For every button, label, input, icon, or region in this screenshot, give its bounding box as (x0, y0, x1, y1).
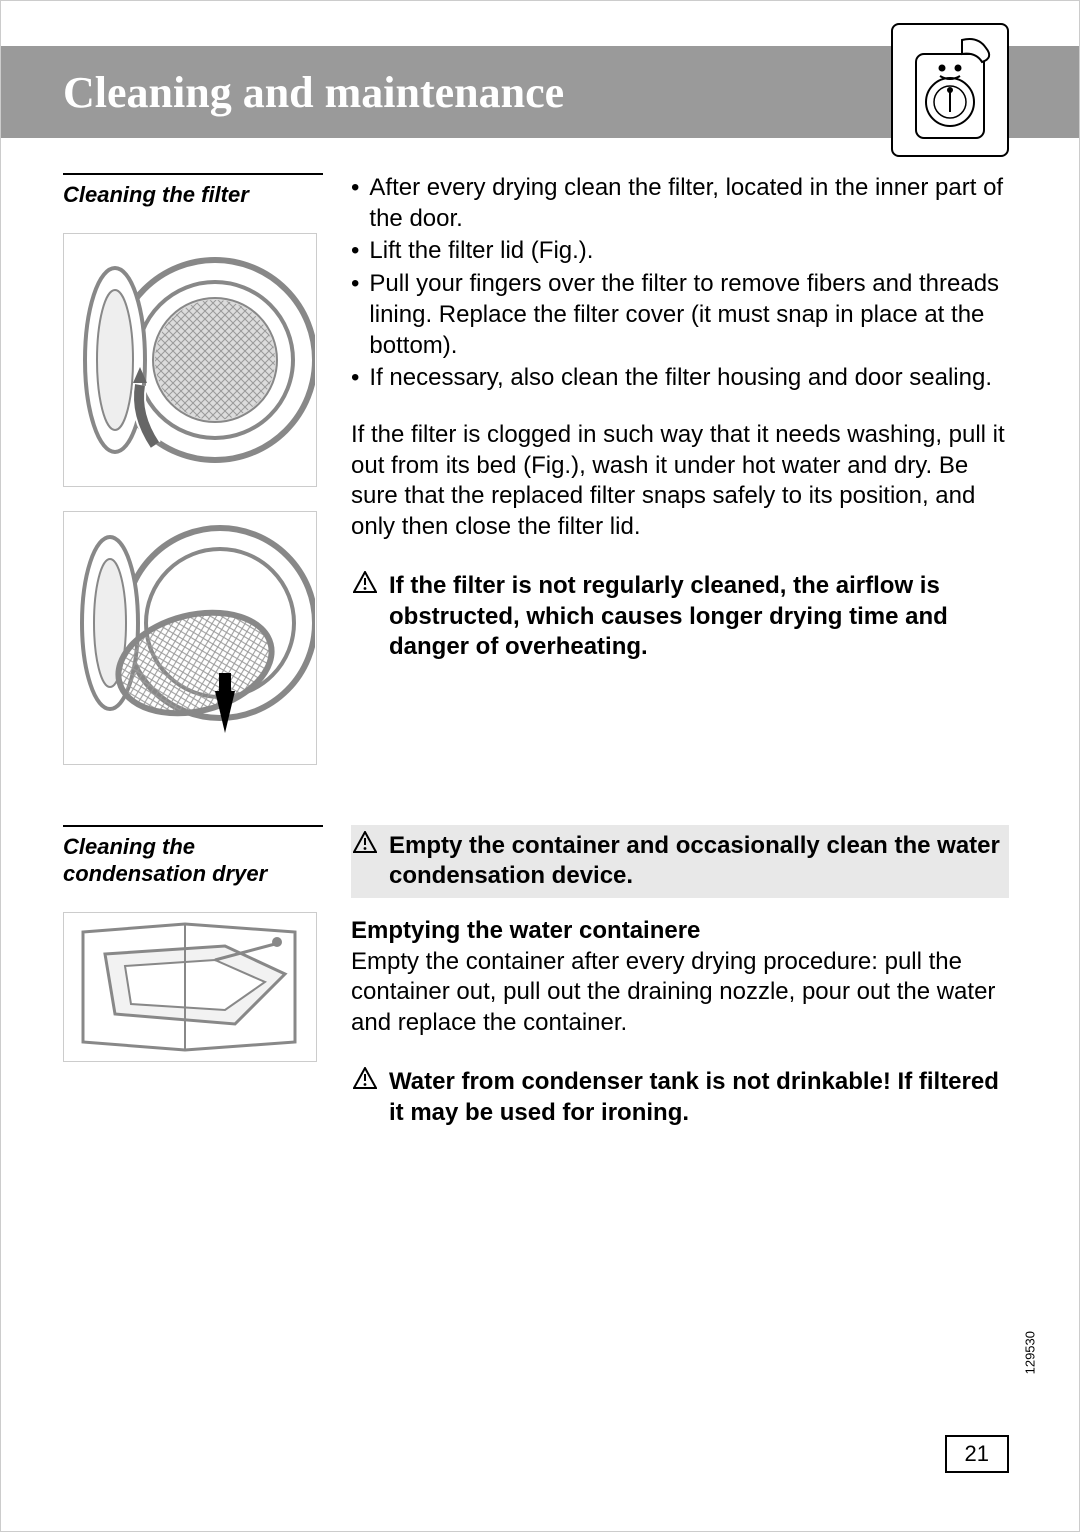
section-cleaning-filter: Cleaning the filter (63, 173, 1009, 765)
sidebar-heading: Cleaning the condensation dryer (63, 833, 323, 888)
manual-page: Cleaning and maintenance Cleaning the fi… (0, 0, 1080, 1532)
warning-icon (351, 571, 379, 593)
dryer-door-open-icon (65, 235, 315, 485)
section-condensation-dryer: Cleaning the condensation dryer (63, 825, 1009, 1129)
warning-text: Water from condenser tank is not drinkab… (389, 1067, 1005, 1128)
page-number: 21 (945, 1435, 1009, 1473)
sidebar-col: Cleaning the condensation dryer (63, 825, 323, 1129)
body-col: After every drying clean the filter, loc… (351, 173, 1009, 765)
warning-not-drinkable: Water from condenser tank is not drinkab… (351, 1067, 1009, 1128)
page-title: Cleaning and maintenance (63, 67, 564, 118)
dryer-filter-remove-icon (65, 513, 315, 763)
list-item: If necessary, also clean the filter hous… (351, 363, 1009, 394)
warning-filter: If the filter is not regularly cleaned, … (351, 571, 1009, 663)
instruction-list: After every drying clean the filter, loc… (351, 173, 1009, 394)
water-container-icon (65, 914, 315, 1060)
washing-machine-cartoon-icon (902, 34, 998, 146)
figure-filter-pull (63, 511, 317, 765)
header-illustration (891, 23, 1009, 157)
warning-icon (351, 831, 379, 853)
document-id: 129530 (1022, 1331, 1037, 1374)
warning-icon (351, 1067, 379, 1089)
list-item: Lift the filter lid (Fig.). (351, 236, 1009, 267)
warning-empty-container: Empty the container and occasionally cle… (351, 825, 1009, 898)
list-item: After every drying clean the filter, loc… (351, 173, 1009, 234)
sidebar-col: Cleaning the filter (63, 173, 323, 765)
subheading: Emptying the water containere (351, 916, 1009, 947)
bullet-text: If necessary, also clean the filter hous… (369, 363, 992, 394)
paragraph: If the filter is clogged in such way tha… (351, 420, 1009, 543)
bullet-text: Pull your fingers over the filter to rem… (369, 269, 1009, 361)
figure-filter-lift (63, 233, 317, 487)
body-col: Empty the container and occasionally cle… (351, 825, 1009, 1129)
figure-water-container (63, 912, 317, 1062)
bullet-text: After every drying clean the filter, loc… (369, 173, 1009, 234)
paragraph: Empty the container after every drying p… (351, 947, 1009, 1039)
list-item: Pull your fingers over the filter to rem… (351, 269, 1009, 361)
divider (63, 173, 323, 175)
divider (63, 825, 323, 827)
sidebar-heading: Cleaning the filter (63, 181, 323, 209)
warning-text: Empty the container and occasionally cle… (389, 831, 1005, 892)
warning-text: If the filter is not regularly cleaned, … (389, 571, 1005, 663)
bullet-text: Lift the filter lid (Fig.). (369, 236, 593, 267)
content-area: Cleaning the filter (63, 173, 1009, 1491)
